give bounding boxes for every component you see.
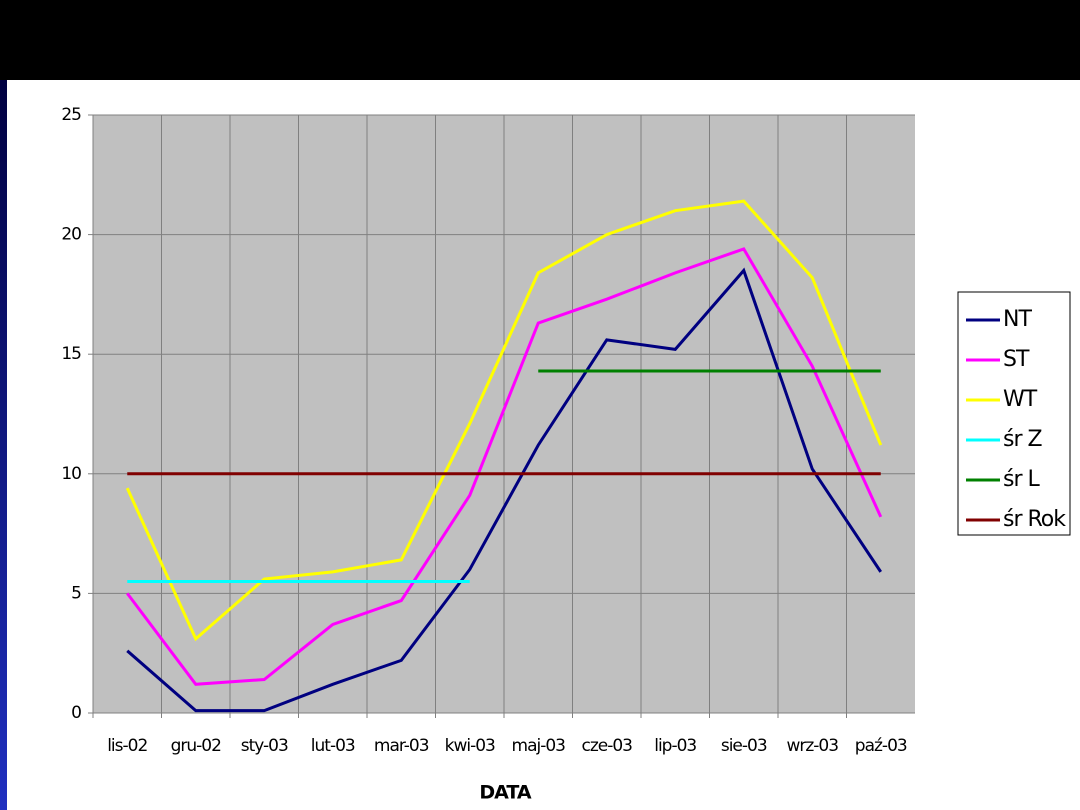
x-tick-label: kwi-03 [445, 736, 495, 756]
legend-label: śr Z [1003, 427, 1043, 452]
x-tick-label: cze-03 [582, 736, 633, 756]
x-tick-label: maj-03 [512, 736, 566, 756]
y-tick-label: 20 [61, 225, 81, 245]
series-line [126, 267, 882, 713]
x-tick-label: lip-03 [654, 736, 696, 756]
y-tick-label: 25 [61, 105, 81, 125]
x-tick-label: wrz-03 [786, 736, 838, 756]
x-tick-label: mar-03 [374, 736, 429, 756]
legend-label: NT [1003, 307, 1032, 332]
legend-label: śr Rok [1003, 507, 1066, 532]
x-tick-label: lis-02 [107, 736, 147, 756]
side-strip [0, 80, 7, 810]
series-line [125, 199, 883, 642]
y-tick-label: 15 [61, 344, 81, 364]
legend-label: WT [1003, 387, 1038, 412]
legend-label: śr L [1003, 467, 1041, 492]
x-tick-label: sie-03 [721, 736, 767, 756]
x-tick-label: lut-03 [311, 736, 355, 756]
x-tick-label: paź-03 [855, 736, 907, 756]
x-tick-label: sty-03 [241, 736, 288, 756]
x-axis-label: DATA [479, 782, 531, 804]
y-tick-label: 0 [71, 703, 81, 723]
series-line [126, 247, 883, 686]
legend [957, 291, 1071, 536]
y-tick-label: 10 [61, 464, 81, 484]
y-tick-label: 5 [71, 583, 81, 603]
legend-label: ST [1003, 347, 1030, 372]
x-tick-label: gru-02 [171, 736, 222, 756]
